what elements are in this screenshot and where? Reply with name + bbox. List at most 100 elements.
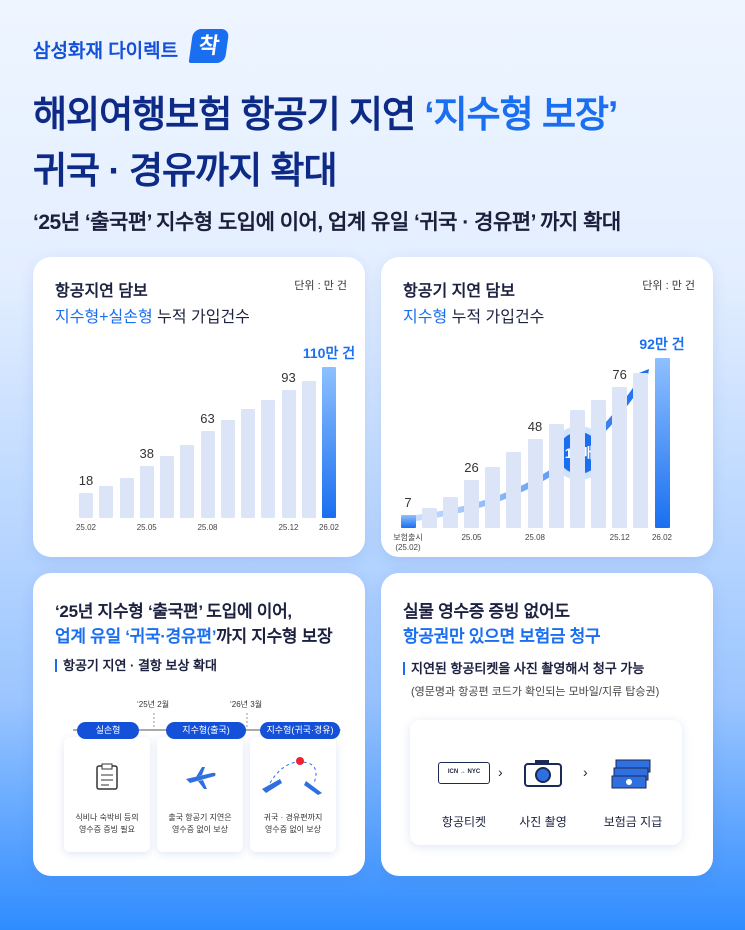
bar xyxy=(612,387,628,528)
value-label: 93 xyxy=(281,370,296,386)
subtitle-highlight: 지수형+실손형 xyxy=(55,309,153,326)
bar xyxy=(220,420,235,518)
x-tick-label: 25.08 xyxy=(197,523,218,532)
x-tick-label: 25.08 xyxy=(524,533,546,542)
title-line: 귀국 · 경유까지 확대 xyxy=(33,150,337,191)
subtitle: ‘25년 ‘출국편’ 지수형 도입에 이어, 업계 유일 ‘귀국 · 경유편’ … xyxy=(33,211,621,234)
claim-card: 실물 영수증 증빙 없어도 항공권만 있으면 보험금 청구 지연된 항공티켓을 … xyxy=(381,573,713,876)
bar xyxy=(633,372,649,528)
x-tick-label: 25.05 xyxy=(136,523,157,532)
column-caption: 귀국 · 경유편까지 영수증 없이 보상 xyxy=(263,813,323,834)
plane-icon xyxy=(186,767,216,789)
bar xyxy=(421,507,437,528)
subtitle-text: 누적 가입건수 xyxy=(157,309,250,326)
unit: 단위 : 만 건 xyxy=(294,280,347,292)
column-box: 식비나 숙박비 등의 영수증 증빙 필요 xyxy=(64,737,150,852)
value-label: 76 xyxy=(612,367,627,383)
bar xyxy=(79,493,93,518)
bar xyxy=(464,479,479,528)
column-box: 출국 항공기 지연은 영수증 없이 보상 xyxy=(157,737,243,852)
value-label: 63 xyxy=(200,411,215,427)
bar xyxy=(400,515,416,528)
card-heading: 실물 영수증 증빙 없어도 xyxy=(403,602,570,621)
brand: 삼성화재 다이렉트 xyxy=(33,41,179,62)
x-tick-label: 26.02 xyxy=(651,533,673,542)
money-icon xyxy=(611,759,651,789)
timeline-card: ‘25년 지수형 ‘출국편’ 도입에 이어, 업계 유일 ‘귀국·경유편’까지 … xyxy=(33,573,365,876)
column-pill: 지수형(귀국·경유) xyxy=(260,722,340,739)
chart-card: 항공지연 담보 지수형+실손형 누적 가입건수 단위 : 만 건 18 25.02… xyxy=(33,257,365,557)
column-pill: 지수형(출국) xyxy=(166,722,246,739)
x-tick-label: 25.05 xyxy=(461,533,482,542)
bar xyxy=(200,431,215,518)
column-box: 귀국 · 경유편까지 영수증 없이 보상 xyxy=(250,737,336,852)
value-label: 48 xyxy=(527,419,543,435)
column-caption: 식비나 숙박비 등의 영수증 증빙 필요 xyxy=(75,813,139,834)
chart-title: 항공지연 담보 xyxy=(55,283,148,300)
bar xyxy=(506,452,522,528)
bar xyxy=(160,456,174,518)
chart-card: 항공기 지연 담보 지수형 누적 가입건수 단위 : 만 건 13배 7보험출시… xyxy=(381,257,713,557)
section-label: 항공기 지연 · 결항 보상 확대 xyxy=(55,659,217,672)
bar xyxy=(139,465,154,518)
step-label: 항공티켓 xyxy=(441,815,487,829)
brand-badge: 착 xyxy=(188,29,230,63)
note: (영문명과 항공편 코드가 확인되는 모바일/지류 탑승권) xyxy=(411,686,660,698)
section-label: 지연된 항공티켓을 사진 촬영해서 청구 가능 xyxy=(403,662,644,675)
ticket-to: NYC xyxy=(467,769,481,775)
x-tick-label: 25.12 xyxy=(278,523,299,532)
step-arrow: › xyxy=(498,764,503,780)
value-label: 18 xyxy=(78,473,94,489)
chart-subtitle: 지수형+실손형 누적 가입건수 xyxy=(55,303,250,327)
bar xyxy=(322,366,336,518)
step-label: 보험금 지급 xyxy=(603,815,663,829)
steps-box: ICN → NYC › › 항공티켓 사진 촬영 보험금 지급 xyxy=(410,720,682,845)
value-label: 92만 건 xyxy=(639,335,685,352)
chart-subtitle: 지수형 누적 가입건수 xyxy=(403,303,544,327)
heading-highlight: 업계 유일 ‘귀국·경유편’ xyxy=(55,627,217,646)
subtitle-highlight: 지수형 xyxy=(403,309,448,326)
value-label: 26 xyxy=(464,459,479,475)
ticket-icon: ICN → NYC xyxy=(438,762,490,784)
bar xyxy=(301,380,316,518)
route-icon xyxy=(262,757,322,795)
x-tick-label: 25.12 xyxy=(609,533,630,542)
timeline-date: ‘26년 3월 xyxy=(230,700,263,709)
x-tick-label: 25.02 xyxy=(75,523,97,532)
camera-icon xyxy=(524,760,562,787)
bar xyxy=(180,445,195,518)
value-label: 7 xyxy=(404,495,412,511)
card-heading: 항공권만 있으면 보험금 청구 xyxy=(403,627,601,646)
value-label: 110만 건 xyxy=(302,344,356,361)
heading-text: 까지 지수형 보장 xyxy=(216,627,333,646)
bar xyxy=(119,478,134,518)
value-label: 38 xyxy=(139,445,154,461)
chart-title: 항공기 지연 담보 xyxy=(403,283,515,300)
bar xyxy=(442,496,458,528)
unit: 단위 : 만 건 xyxy=(642,280,695,292)
bar xyxy=(654,357,670,528)
timeline-date: ‘25년 2월 xyxy=(137,700,170,709)
bar xyxy=(485,466,501,528)
card-heading: 업계 유일 ‘귀국·경유편’까지 지수형 보장 xyxy=(55,622,333,647)
x-tick-label: 26.02 xyxy=(318,523,340,532)
bar xyxy=(241,409,255,518)
title-text: 해외여행보험 항공기 지연 xyxy=(33,94,416,135)
ticket-from: ICN xyxy=(447,769,459,775)
column-pill: 실손형 xyxy=(77,722,139,739)
column-caption: 출국 항공기 지연은 영수증 없이 보상 xyxy=(168,813,232,834)
bar xyxy=(591,400,606,528)
bar xyxy=(569,409,585,528)
bar xyxy=(527,439,543,528)
x-tick-label: 보험출시 (25.02) xyxy=(393,533,423,552)
bar xyxy=(261,399,276,518)
step-arrow: › xyxy=(583,764,588,780)
subtitle-text: 누적 가입건수 xyxy=(451,309,545,326)
bar xyxy=(281,390,296,518)
step-label: 사진 촬영 xyxy=(519,815,567,829)
title-line: 해외여행보험 항공기 지연 ‘지수형 보장’ xyxy=(33,84,618,138)
title-highlight: ‘지수형 보장’ xyxy=(424,94,618,135)
receipt-icon xyxy=(96,763,118,790)
card-heading: ‘25년 지수형 ‘출국편’ 도입에 이어, xyxy=(55,602,292,621)
